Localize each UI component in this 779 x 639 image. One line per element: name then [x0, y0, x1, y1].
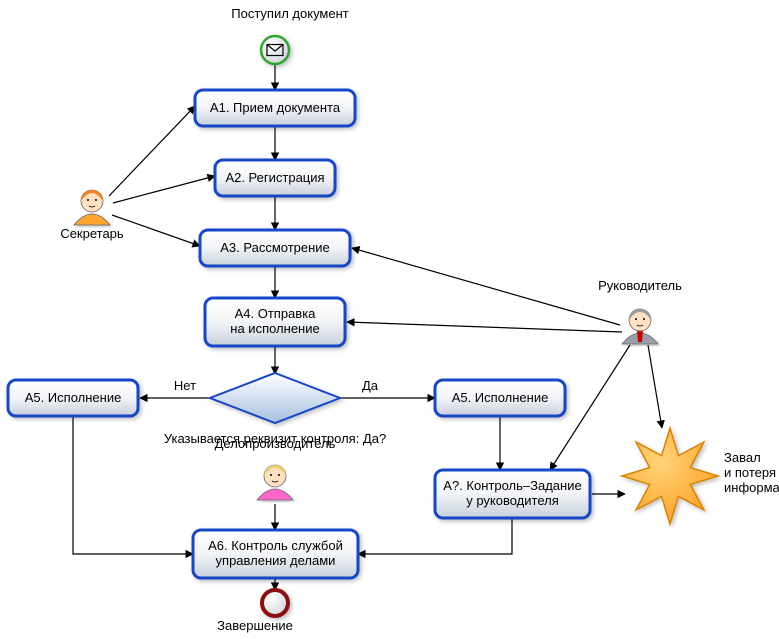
node-label: А2. Регистрация: [225, 170, 324, 185]
event-start: [261, 36, 289, 64]
star-star: [622, 428, 718, 524]
edge-18: [648, 345, 662, 428]
edge-13: [113, 176, 215, 203]
node-label: на исполнение: [230, 321, 319, 336]
node-a7: А?. Контроль–Заданиеу руководителя: [435, 470, 590, 518]
star-label: Завал: [724, 450, 761, 465]
edge-label: Нет: [174, 378, 196, 393]
node-label: у руководителя: [466, 493, 559, 508]
node-label: А1. Прием документа: [210, 100, 341, 115]
node-label: управления делами: [216, 553, 336, 568]
edge-9: [358, 518, 512, 554]
node-label: А5. Исполнение: [452, 390, 549, 405]
node-label: А6. Контроль службой: [208, 538, 343, 553]
star-label: информации: [724, 480, 779, 495]
edge-label: Да: [362, 378, 379, 393]
edge-14: [112, 215, 200, 246]
node-a6: А6. Контроль службойуправления делами: [193, 530, 358, 578]
node-a5l: А5. Исполнение: [8, 380, 138, 416]
node-label: А4. Отправка: [235, 306, 317, 321]
node-label: А?. Контроль–Задание: [443, 478, 581, 493]
node-a5r: А5. Исполнение: [435, 380, 565, 416]
actor-secretary: [74, 190, 110, 225]
event-label: Завершение: [217, 618, 293, 633]
actor-clerk: [257, 465, 293, 500]
edge-12: [109, 106, 195, 196]
event-end: [262, 590, 288, 616]
edge-15: [352, 248, 620, 325]
event-label: Поступил документ: [231, 6, 349, 21]
actor-label: Секретарь: [60, 226, 124, 241]
actor-label: Делопроизводитель: [215, 436, 336, 451]
star-label: и потеря: [724, 465, 776, 480]
node-a1: А1. Прием документа: [195, 90, 355, 126]
node-label: А5. Исполнение: [25, 390, 122, 405]
node-a4: А4. Отправкана исполнение: [205, 298, 345, 346]
edge-16: [347, 322, 622, 332]
actor-manager: [622, 309, 658, 344]
actor-label: Руководитель: [598, 278, 682, 293]
gateway-gate: [210, 373, 340, 423]
node-label: А3. Рассмотрение: [220, 240, 330, 255]
node-a3: А3. Рассмотрение: [200, 230, 350, 266]
node-a2: А2. Регистрация: [215, 160, 335, 196]
